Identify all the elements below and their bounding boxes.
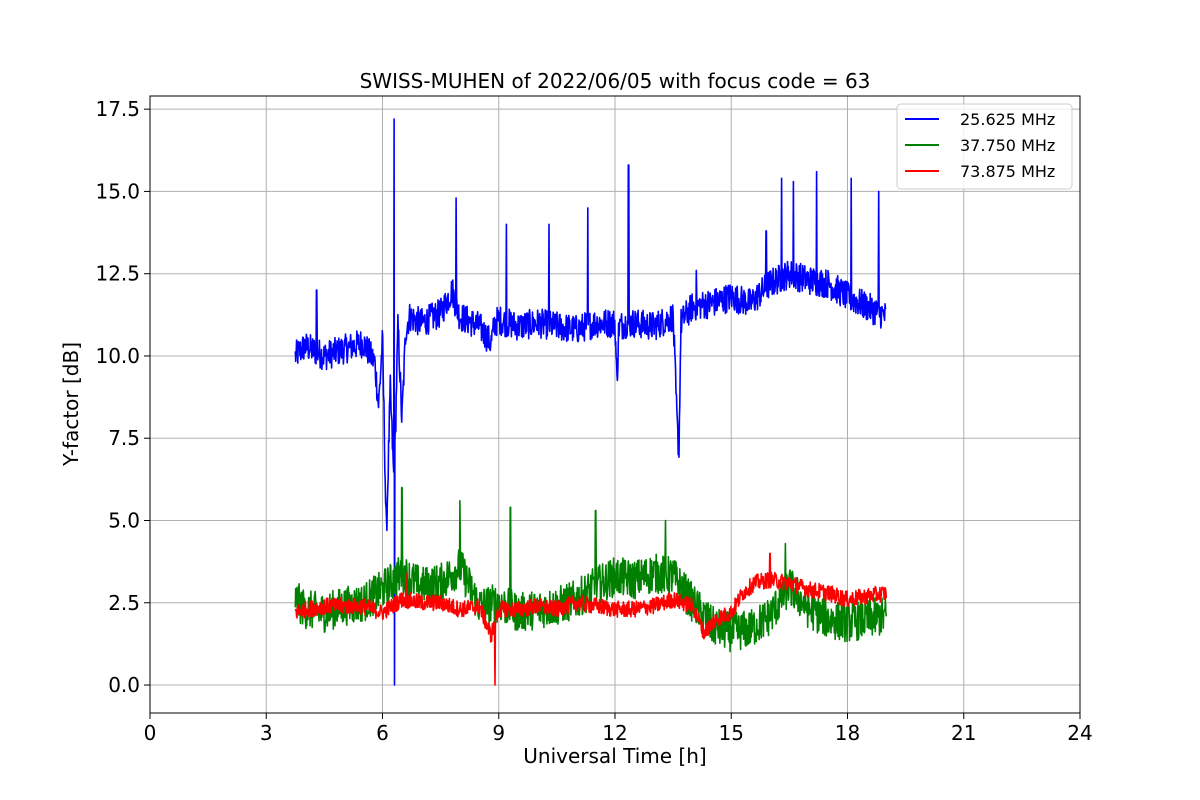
y-tick-label: 10.0	[95, 344, 140, 368]
y-tick-label: 7.5	[108, 426, 140, 450]
x-tick-label: 18	[835, 721, 860, 745]
x-tick-label: 3	[260, 721, 273, 745]
x-axis-label: Universal Time [h]	[523, 744, 706, 768]
y-tick-label: 17.5	[95, 97, 140, 121]
y-tick-label: 12.5	[95, 262, 140, 286]
x-tick-label: 9	[492, 721, 505, 745]
plot-area	[294, 118, 888, 686]
legend-label-2: 37.750 MHz	[960, 136, 1055, 155]
y-tick-label: 15.0	[95, 179, 140, 203]
chart-title: SWISS-MUHEN of 2022/06/05 with focus cod…	[360, 69, 871, 93]
x-tick-label: 6	[376, 721, 389, 745]
legend-label-3: 73.875 MHz	[960, 162, 1055, 181]
series-layer	[294, 118, 888, 686]
series-line-1	[294, 118, 887, 686]
y-tick-label: 2.5	[108, 591, 140, 615]
y-axis-label: Y-factor [dB]	[59, 342, 83, 467]
legend: 25.625 MHz 37.750 MHz 73.875 MHz	[896, 103, 1073, 190]
series-line-2	[294, 486, 888, 653]
x-tick-label: 0	[144, 721, 157, 745]
legend-label-1: 25.625 MHz	[960, 110, 1055, 129]
x-tick-label: 24	[1067, 721, 1092, 745]
x-tick-label: 21	[951, 721, 976, 745]
series-line-3	[294, 552, 888, 686]
x-axis-ticks: 0 3 6 9 12 15 18 21 24	[144, 713, 1093, 745]
x-tick-label: 15	[719, 721, 744, 745]
x-tick-label: 12	[602, 721, 627, 745]
y-tick-label: 5.0	[108, 508, 140, 532]
legend-box	[896, 103, 1073, 190]
y-axis-ticks: 0.0 2.5 5.0 7.5 10.0 12.5 15.0 17.5	[95, 97, 150, 697]
y-tick-label: 0.0	[108, 673, 140, 697]
